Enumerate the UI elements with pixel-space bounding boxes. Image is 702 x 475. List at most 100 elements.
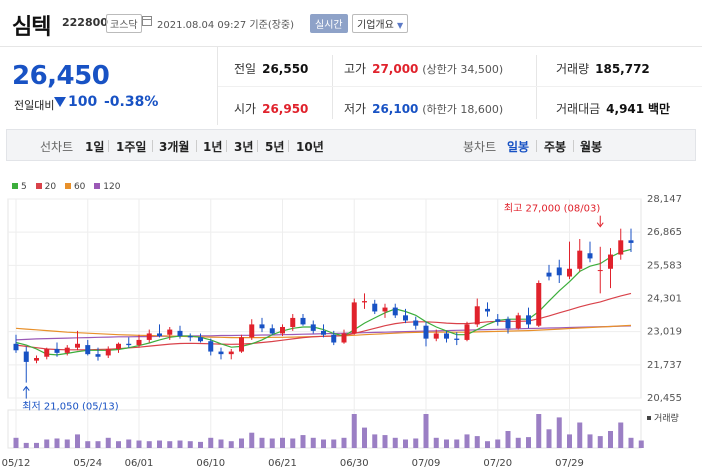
candle-chart-label[interactable]: 봉차트 bbox=[463, 140, 497, 154]
volume-bar bbox=[638, 440, 644, 448]
candle-body bbox=[577, 250, 583, 269]
volume: 거래량 185,772 bbox=[556, 60, 650, 77]
volume-bar bbox=[628, 437, 634, 448]
legend-swatch-ma60 bbox=[64, 183, 71, 189]
candle-body bbox=[269, 328, 275, 334]
period-1w[interactable]: 1주일 bbox=[116, 140, 147, 154]
volume-bar bbox=[105, 437, 111, 448]
volume-label: 거래량 bbox=[654, 412, 679, 424]
change-amount: 100 bbox=[68, 94, 98, 110]
legend-swatch-ma20 bbox=[35, 183, 42, 189]
period-5y[interactable]: 5년 bbox=[265, 140, 285, 154]
line-chart-label[interactable]: 선차트 bbox=[40, 140, 74, 154]
high-annotation: 최고 27,000 (08/03) bbox=[504, 203, 600, 215]
candle-body bbox=[464, 324, 470, 340]
candle-monthly[interactable]: 월봉 bbox=[580, 140, 603, 154]
y-tick-label: 23,019 bbox=[647, 327, 682, 338]
legend-ma5: 5 bbox=[21, 182, 27, 192]
volume-bar bbox=[290, 438, 296, 448]
volume-bar bbox=[556, 417, 562, 448]
divider bbox=[288, 140, 289, 152]
stock-name[interactable]: 심텍 bbox=[12, 15, 51, 40]
divider bbox=[536, 140, 537, 152]
candle-body bbox=[44, 348, 50, 357]
candle-daily[interactable]: 일봉 bbox=[507, 140, 530, 154]
candle-body bbox=[403, 315, 408, 321]
volume-bar bbox=[382, 435, 388, 448]
volume-bar bbox=[208, 437, 214, 448]
volume-bar bbox=[536, 414, 542, 448]
candle-weekly[interactable]: 주봉 bbox=[544, 140, 567, 154]
period-1d[interactable]: 1일 bbox=[85, 140, 105, 154]
candle-body bbox=[331, 334, 337, 343]
volume-bar bbox=[495, 439, 501, 448]
volume-bar bbox=[362, 427, 367, 448]
volume-bar bbox=[341, 437, 347, 448]
candle-body bbox=[474, 306, 480, 325]
candle-body bbox=[105, 348, 111, 356]
divider bbox=[332, 55, 333, 119]
volume-bar bbox=[54, 438, 60, 448]
volume-bar bbox=[218, 439, 224, 448]
amount-value: 4,941 bbox=[606, 102, 645, 116]
volume-bar bbox=[239, 438, 244, 448]
divider bbox=[257, 140, 258, 152]
period-1y[interactable]: 1년 bbox=[203, 140, 223, 154]
stock-header: 심텍 222800 코스닥 2021.08.04 09:27 기준(장중) 실시… bbox=[0, 0, 702, 47]
volume-bar bbox=[474, 436, 480, 448]
volume-label: 거래량 bbox=[556, 62, 590, 76]
stock-code: 222800 bbox=[62, 16, 108, 29]
candle-body bbox=[177, 330, 183, 337]
period-3m[interactable]: 3개월 bbox=[159, 140, 190, 154]
volume-bar bbox=[34, 442, 39, 448]
prev-close-label: 전일 bbox=[234, 62, 257, 76]
volume-bar bbox=[249, 432, 255, 448]
volume-bar bbox=[167, 441, 173, 448]
prev-close: 전일 26,550 bbox=[234, 60, 308, 77]
chart-toolbar: 선차트 1일 1주일 3개월 1년 3년 5년 10년 봉차트 일봉 주봉 월봉 bbox=[6, 129, 696, 161]
candle-body bbox=[587, 253, 593, 259]
chevron-down-icon: ▼ bbox=[397, 21, 404, 30]
x-tick-label: 06/10 bbox=[196, 458, 225, 469]
volume-legend-swatch bbox=[647, 416, 651, 420]
volume-bar bbox=[423, 414, 429, 448]
volume-bar bbox=[177, 440, 183, 448]
price-panel: 26,450 전일대비 100 -0.38% bbox=[0, 47, 218, 125]
candle-body bbox=[280, 326, 285, 334]
period-10y[interactable]: 10년 bbox=[296, 140, 324, 154]
volume-bar bbox=[433, 437, 439, 448]
period-3y[interactable]: 3년 bbox=[234, 140, 254, 154]
candle-body bbox=[208, 341, 214, 352]
low-label: 저가 bbox=[344, 102, 367, 116]
candle-body bbox=[13, 343, 19, 351]
candle-body bbox=[628, 240, 634, 243]
candle-body bbox=[485, 308, 490, 312]
volume-bar bbox=[280, 437, 285, 448]
low-arrow-head bbox=[22, 385, 30, 391]
candle-body bbox=[136, 339, 142, 346]
company-info-dropdown[interactable]: 기업개요 ▼ bbox=[352, 14, 409, 33]
candle-body bbox=[495, 319, 501, 322]
candle-body bbox=[23, 351, 29, 362]
candle-body bbox=[413, 320, 419, 326]
candle-body bbox=[157, 333, 162, 337]
volume-bar bbox=[321, 439, 326, 448]
change-percent: -0.38% bbox=[104, 94, 159, 110]
candle-body bbox=[310, 324, 316, 331]
volume-bar bbox=[44, 439, 50, 448]
divider bbox=[108, 140, 109, 152]
candle-body bbox=[34, 358, 39, 361]
candle-body bbox=[536, 283, 542, 326]
volume-bar bbox=[546, 429, 552, 448]
change-value: 100 bbox=[54, 94, 97, 110]
volume-bar bbox=[577, 422, 583, 448]
realtime-button[interactable]: 실시간 bbox=[310, 14, 348, 33]
x-tick-label: 05/12 bbox=[2, 458, 31, 469]
volume-bar bbox=[146, 441, 152, 448]
volume-bar bbox=[331, 439, 337, 448]
candle-body bbox=[597, 270, 603, 272]
divider bbox=[573, 140, 574, 152]
candle-body bbox=[608, 254, 613, 269]
volume-bar bbox=[608, 431, 613, 448]
